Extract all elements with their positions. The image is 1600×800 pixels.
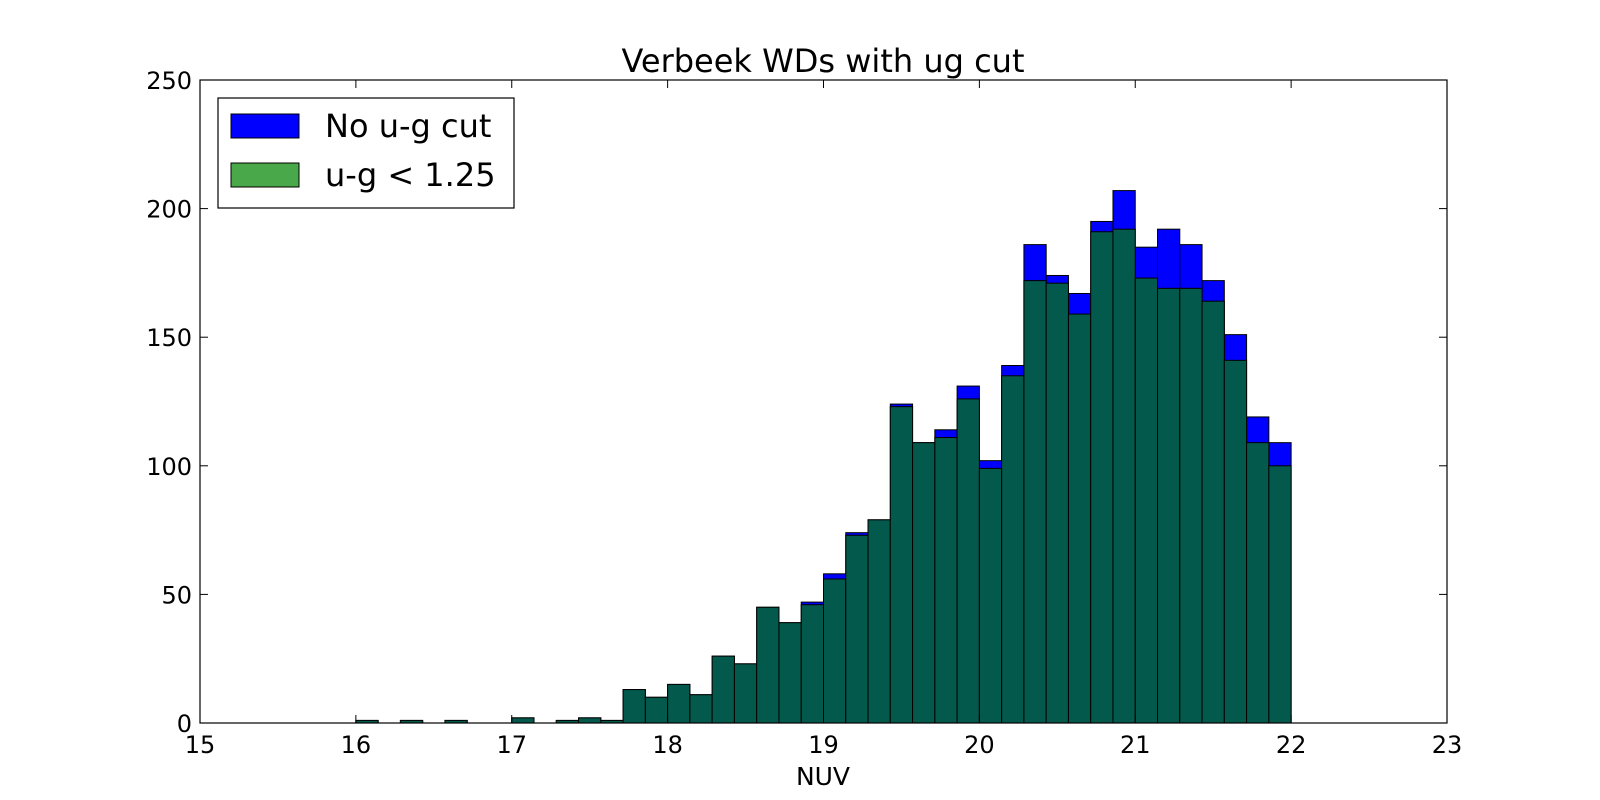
bar-ug-cut-37 [1023,280,1047,724]
x-tick-label-19: 19 [808,731,839,759]
y-tick-label-150: 150 [146,324,192,352]
bar-ug-cut-38 [1045,282,1069,724]
bar-ug-cut-14 [511,717,535,724]
bar-ug-cut-25 [756,606,780,724]
y-tick-label-100: 100 [146,453,192,481]
bar-ug-cut-45 [1201,300,1225,724]
bar-ug-cut-36 [1001,375,1025,724]
bar-ug-cut-35 [978,467,1003,724]
x-tick-label-17: 17 [496,731,527,759]
y-tick-label-0: 0 [177,710,192,738]
bar-ug-cut-43 [1157,287,1181,724]
legend-swatch-ug-cut [230,162,300,188]
y-tick-label-250: 250 [146,67,192,95]
bar-ug-cut-42 [1134,277,1159,724]
bar-ug-cut-29 [845,534,869,724]
legend-label-no-ug-cut: No u-g cut [325,107,491,145]
bar-ug-cut-27 [800,604,824,724]
legend-label-ug-cut: u-g < 1.25 [325,156,496,194]
x-tick-label-23: 23 [1432,731,1463,759]
x-tick-label-20: 20 [964,731,995,759]
bar-ug-cut-20 [644,696,669,724]
bar-ug-cut-28 [822,578,847,724]
bar-ug-cut-26 [778,622,802,724]
y-tick-label-200: 200 [146,196,192,224]
legend-swatch-no-ug-cut [230,113,300,139]
bar-ug-cut-21 [667,683,691,724]
bar-ug-cut-40 [1090,231,1114,724]
x-tick-label-21: 21 [1120,731,1151,759]
x-tick-label-22: 22 [1276,731,1307,759]
bar-ug-cut-44 [1179,287,1203,724]
bar-ug-cut-39 [1067,313,1092,724]
bar-ug-cut-34 [956,398,980,724]
bar-ug-cut-23 [711,655,735,724]
bar-ug-cut-31 [889,406,914,724]
x-tick-label-16: 16 [341,731,372,759]
bar-ug-cut-47 [1246,442,1270,724]
bar-ug-cut-48 [1268,465,1292,724]
y-tick-label-50: 50 [161,581,192,609]
axis-ticks: 15 16 17 18 19 20 21 22 23 0 50 100 150 200 250 [146,67,1462,759]
bar-ug-cut-17 [578,717,602,724]
bar-ug-cut-33 [934,437,958,724]
bar-ug-cut-19 [622,689,646,724]
bar-ug-cut-22 [689,694,713,724]
bar-ug-cut-46 [1223,359,1248,724]
x-axis-label: NUV [796,762,850,791]
x-tick-label-18: 18 [652,731,683,759]
chart-title: Verbeek WDs with ug cut [621,42,1024,80]
bar-ug-cut-30 [867,519,891,724]
x-tick-label-15: 15 [185,731,216,759]
series-ug-cut-bars [355,228,1292,724]
bar-ug-cut-41 [1112,228,1136,724]
legend: No u-g cut u-g < 1.25 [217,97,515,209]
bar-ug-cut-32 [912,442,936,724]
bar-ug-cut-24 [733,663,758,724]
